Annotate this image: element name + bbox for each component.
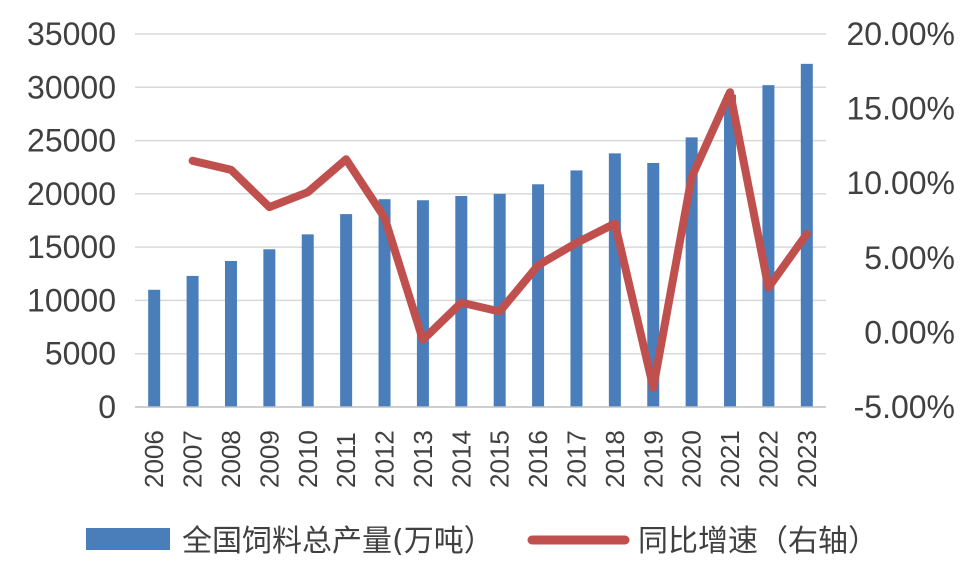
x-tick-label: 2021 <box>715 430 745 488</box>
line-series <box>188 88 811 392</box>
y-left-tick-label: 5000 <box>45 336 116 372</box>
bar-series <box>148 63 813 408</box>
x-tick-label: 2019 <box>638 430 668 488</box>
x-tick-label: 2006 <box>139 430 169 488</box>
x-tick-label: 2023 <box>792 430 822 488</box>
legend-line-label: 同比增速（右轴） <box>638 524 878 559</box>
y-right-tick-label: 20.00% <box>846 16 955 52</box>
x-tick-label: 2011 <box>331 432 361 488</box>
y-left-tick-label: 25000 <box>27 123 116 159</box>
legend-bar-label: 全国饲料总产量(万吨） <box>182 524 494 559</box>
y-right-tick-label: 5.00% <box>864 240 955 276</box>
bar-2018 <box>608 153 621 407</box>
bar-2022 <box>762 85 775 407</box>
bar-2009 <box>263 249 276 407</box>
y-left-tick-label: 15000 <box>27 229 116 265</box>
bar-2015 <box>493 193 506 407</box>
bar-2008 <box>224 260 237 407</box>
y-right-tick-label: 10.00% <box>846 165 955 201</box>
y-right-tick-label: 15.00% <box>846 91 955 127</box>
x-tick-label: 2008 <box>216 430 246 488</box>
y-axis-right: -5.00% 0.00% 5.00% 10.00% 15.00% 20.00% <box>846 16 955 425</box>
bar-2010 <box>301 234 314 407</box>
y-right-tick-label: 0.00% <box>864 314 955 350</box>
x-tick-label: 2018 <box>600 430 630 488</box>
x-tick-label: 2022 <box>753 430 783 488</box>
legend-bar-swatch <box>86 528 170 550</box>
bar-2016 <box>532 184 545 407</box>
y-left-tick-label: 35000 <box>27 16 116 52</box>
y-left-tick-label: 20000 <box>27 176 116 212</box>
x-tick-label: 2014 <box>446 430 476 488</box>
x-axis: 2006 2007 2008 2009 2010 2011 2012 2013 2014 2015… <box>139 430 822 488</box>
bar-2021 <box>724 94 737 407</box>
x-tick-label: 2016 <box>523 430 553 488</box>
bar-2017 <box>570 170 583 407</box>
legend: 全国饲料总产量(万吨） 同比增速（右轴） <box>86 524 878 559</box>
x-tick-label: 2015 <box>485 430 515 488</box>
bar-2007 <box>186 275 199 407</box>
bar-2019 <box>647 162 660 407</box>
x-tick-label: 2017 <box>561 430 591 488</box>
y-right-tick-label: -5.00% <box>854 389 955 425</box>
y-left-tick-label: 0 <box>98 389 116 425</box>
y-left-tick-label: 10000 <box>27 282 116 318</box>
bar-2013 <box>416 200 429 407</box>
x-tick-label: 2010 <box>293 430 323 488</box>
y-axis-left: 0 5000 10000 15000 20000 25000 30000 35000 <box>27 16 116 425</box>
y-left-tick-label: 30000 <box>27 69 116 105</box>
bar-2011 <box>340 214 353 407</box>
x-tick-label: 2012 <box>370 430 400 488</box>
x-tick-label: 2009 <box>254 430 284 488</box>
x-tick-label: 2007 <box>178 430 208 488</box>
bar-2012 <box>378 199 391 407</box>
x-tick-label: 2020 <box>677 430 707 488</box>
x-tick-label: 2013 <box>408 430 438 488</box>
bar-2006 <box>148 289 161 407</box>
